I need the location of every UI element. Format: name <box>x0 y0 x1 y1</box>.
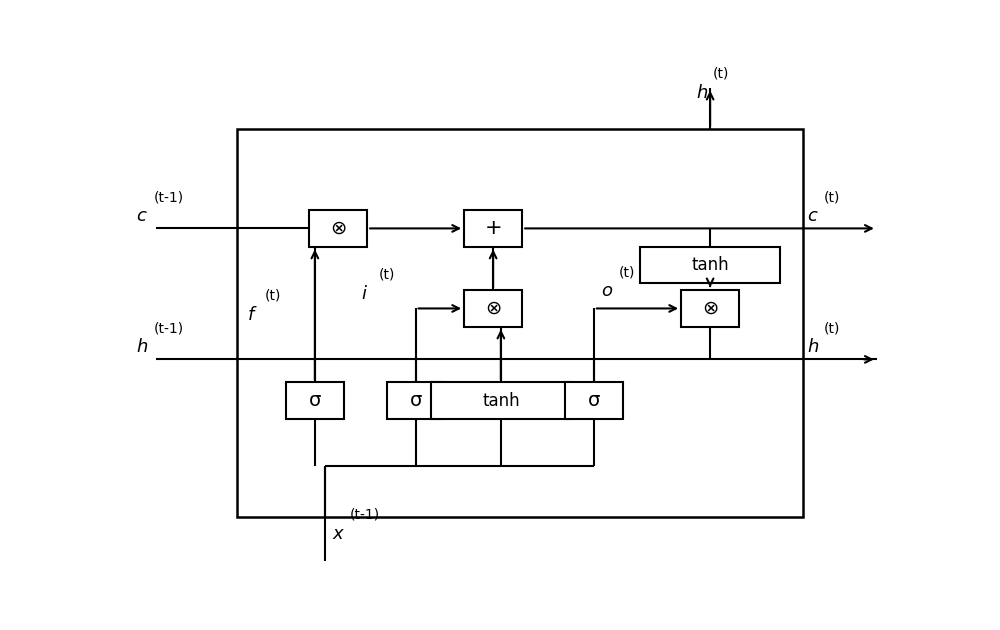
Text: (t): (t) <box>824 321 840 335</box>
Text: (t): (t) <box>713 66 730 81</box>
Text: (t): (t) <box>824 190 840 204</box>
Text: (t): (t) <box>619 265 635 279</box>
Text: f: f <box>247 306 254 324</box>
Text: i: i <box>361 285 366 303</box>
Text: o: o <box>602 282 613 301</box>
Bar <box>464 210 522 246</box>
Bar <box>640 246 780 283</box>
Text: (t): (t) <box>264 289 281 302</box>
Text: tanh: tanh <box>691 256 729 274</box>
Bar <box>431 382 571 419</box>
Text: ⊗: ⊗ <box>330 219 346 238</box>
Bar <box>309 210 367 246</box>
Text: (t-1): (t-1) <box>154 190 184 204</box>
Bar <box>565 382 623 419</box>
Text: h: h <box>137 338 148 356</box>
Text: c: c <box>807 207 817 226</box>
Text: σ: σ <box>588 391 600 410</box>
Text: +: + <box>484 219 502 238</box>
Bar <box>681 290 739 326</box>
Text: ⊗: ⊗ <box>702 299 718 318</box>
Text: ⊗: ⊗ <box>485 299 501 318</box>
Text: h: h <box>696 84 708 101</box>
Text: (t): (t) <box>378 268 395 282</box>
Text: x: x <box>333 525 343 543</box>
Bar <box>387 382 445 419</box>
Text: tanh: tanh <box>482 392 520 410</box>
Text: h: h <box>807 338 818 356</box>
Text: (t-1): (t-1) <box>154 321 184 335</box>
Text: (t-1): (t-1) <box>350 508 380 522</box>
Bar <box>464 290 522 326</box>
Text: σ: σ <box>309 391 321 410</box>
Text: σ: σ <box>409 391 422 410</box>
Bar <box>286 382 344 419</box>
Bar <box>237 129 803 517</box>
Text: c: c <box>137 207 146 226</box>
